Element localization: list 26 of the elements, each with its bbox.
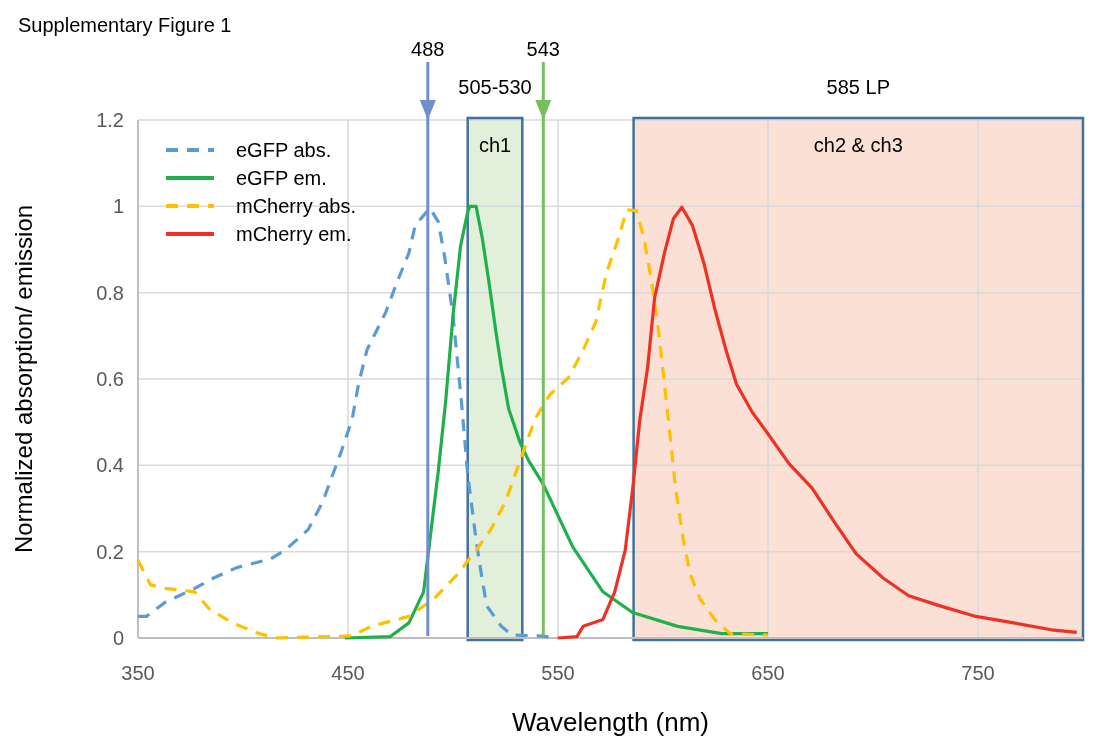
ref-line-label: 488: [411, 38, 445, 60]
x-tick-label: 650: [751, 662, 785, 684]
line-series: [556, 205, 1079, 640]
chart-title: Supplementary Figure 1: [18, 14, 232, 36]
y-tick-label: 0.4: [96, 454, 124, 477]
y-tick-label: 1: [112, 195, 124, 218]
y-tick-label: 0.6: [96, 368, 124, 390]
y-tick-label: 0: [112, 627, 124, 649]
text: 505-530: [458, 76, 532, 98]
legend-label: eGFP abs.: [236, 139, 332, 161]
ref-line-label: 543: [526, 38, 560, 60]
text: 585 LP: [826, 76, 890, 98]
y-tick-label: 0.2: [96, 540, 124, 563]
y-tick-label: 0.8: [96, 281, 124, 304]
x-tick-label: 750: [961, 662, 995, 684]
x-tick-label: 550: [541, 662, 575, 684]
x-tick-label: 450: [331, 662, 365, 684]
legend-label: eGFP em.: [236, 167, 327, 189]
legend-label: mCherry em.: [236, 223, 352, 245]
x-axis-title: Wavelength (nm): [512, 707, 709, 737]
x-tick-label: 350: [121, 662, 155, 684]
band-label: ch2 & ch3: [813, 134, 903, 156]
band-label: ch1: [478, 134, 512, 156]
legend-label: mCherry abs.: [236, 195, 357, 217]
y-tick-label: 1.2: [96, 109, 124, 131]
y-axis-title: Normalized absorption/ emission: [10, 204, 37, 554]
